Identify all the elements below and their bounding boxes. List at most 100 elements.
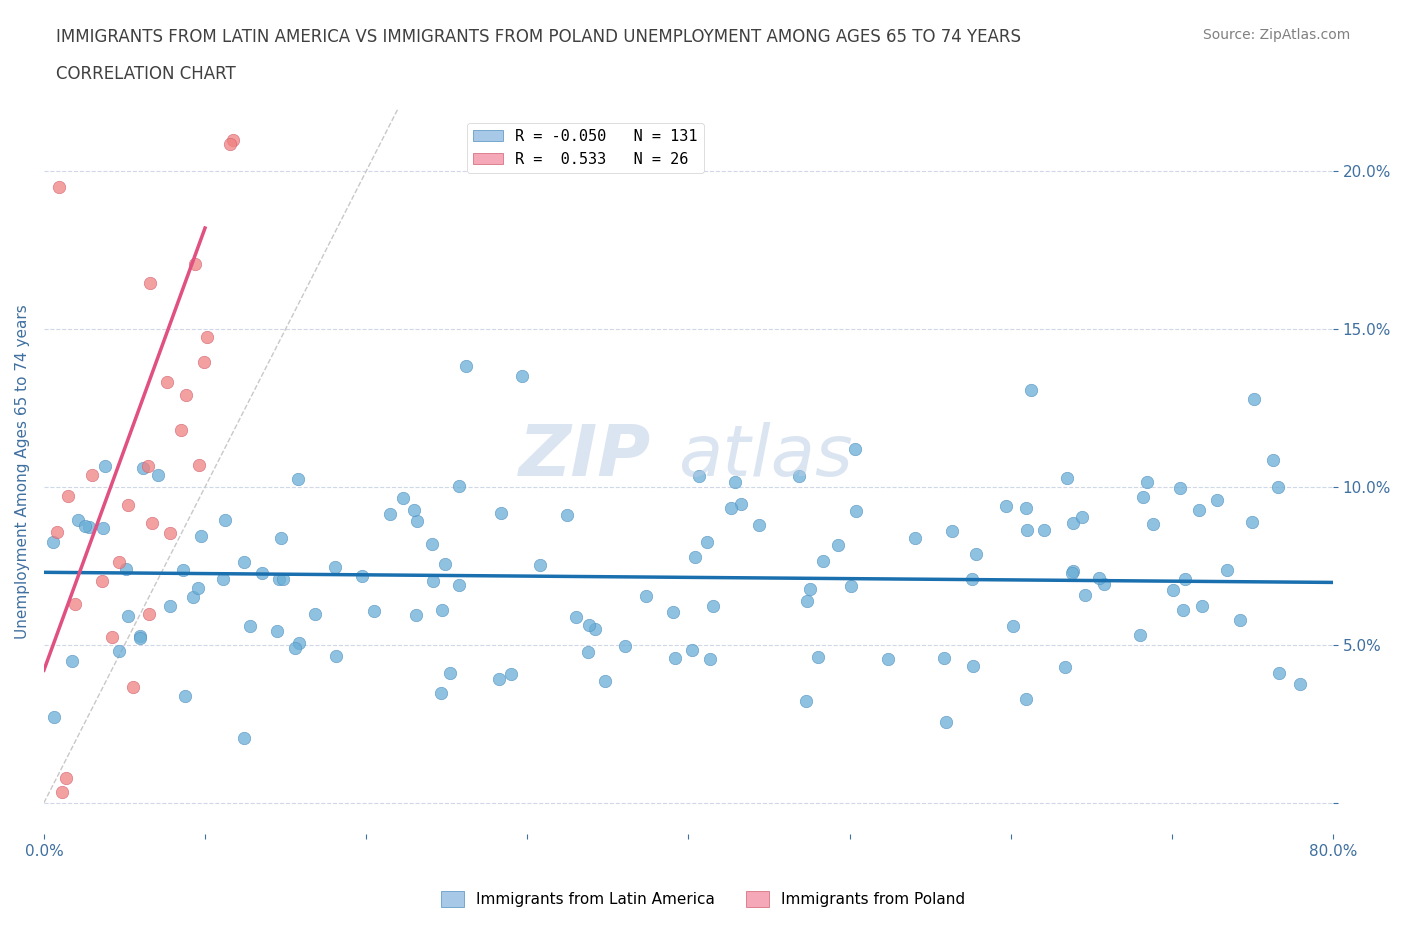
Point — [876, 651, 898, 666]
Point — [1289, 677, 1312, 692]
Point — [488, 671, 510, 686]
Point — [139, 275, 162, 290]
Point — [1062, 564, 1084, 578]
Point — [266, 624, 288, 639]
Text: Source: ZipAtlas.com: Source: ZipAtlas.com — [1202, 28, 1350, 42]
Point — [1074, 588, 1097, 603]
Point — [172, 563, 194, 578]
Point — [1054, 659, 1077, 674]
Point — [555, 508, 578, 523]
Point — [456, 359, 478, 374]
Point — [730, 497, 752, 512]
Point — [117, 498, 139, 512]
Point — [193, 355, 215, 370]
Point — [270, 530, 292, 545]
Point — [132, 460, 155, 475]
Point — [932, 651, 955, 666]
Point — [325, 648, 347, 663]
Point — [1001, 619, 1024, 634]
Point — [1261, 453, 1284, 468]
Point — [799, 581, 821, 596]
Point — [287, 472, 309, 486]
Point — [232, 554, 254, 569]
Point — [813, 553, 835, 568]
Point — [683, 550, 706, 565]
Point — [1014, 501, 1036, 516]
Point — [91, 574, 114, 589]
Point — [962, 658, 984, 673]
Point — [1071, 510, 1094, 525]
Point — [380, 507, 402, 522]
Point — [787, 469, 810, 484]
Point — [271, 571, 294, 586]
Point — [44, 710, 66, 724]
Point — [122, 680, 145, 695]
Point — [583, 622, 606, 637]
Point — [748, 518, 770, 533]
Point — [51, 785, 73, 800]
Point — [117, 608, 139, 623]
Point — [41, 535, 63, 550]
Point — [796, 593, 818, 608]
Point — [66, 512, 89, 527]
Point — [170, 422, 193, 437]
Point — [363, 604, 385, 618]
Point — [80, 468, 103, 483]
Point — [1188, 502, 1211, 517]
Point — [794, 694, 817, 709]
Point — [1174, 572, 1197, 587]
Point — [129, 629, 152, 644]
Text: CORRELATION CHART: CORRELATION CHART — [56, 65, 236, 83]
Point — [93, 459, 115, 474]
Point — [1019, 383, 1042, 398]
Point — [195, 329, 218, 344]
Point — [222, 132, 245, 147]
Point — [845, 504, 868, 519]
Point — [844, 442, 866, 457]
Point — [962, 571, 984, 586]
Point — [159, 525, 181, 540]
Point — [75, 519, 97, 534]
Point — [1216, 563, 1239, 578]
Point — [430, 685, 453, 700]
Point — [1163, 582, 1185, 597]
Point — [323, 560, 346, 575]
Point — [720, 500, 742, 515]
Point — [1092, 577, 1115, 591]
Point — [593, 673, 616, 688]
Point — [724, 474, 747, 489]
Point — [391, 491, 413, 506]
Point — [941, 524, 963, 538]
Point — [489, 506, 512, 521]
Point — [439, 665, 461, 680]
Point — [1056, 471, 1078, 485]
Point — [239, 619, 262, 634]
Text: ZIP: ZIP — [519, 422, 651, 491]
Point — [1136, 474, 1159, 489]
Point — [56, 488, 79, 503]
Text: atlas: atlas — [679, 422, 853, 491]
Point — [136, 458, 159, 473]
Point — [190, 528, 212, 543]
Point — [904, 530, 927, 545]
Point — [1168, 481, 1191, 496]
Point — [402, 502, 425, 517]
Point — [1240, 514, 1263, 529]
Point — [449, 478, 471, 493]
Point — [614, 638, 637, 653]
Point — [219, 137, 242, 152]
Point — [352, 569, 374, 584]
Point — [267, 571, 290, 586]
Point — [232, 731, 254, 746]
Point — [406, 513, 429, 528]
Point — [1171, 602, 1194, 617]
Point — [211, 571, 233, 586]
Point — [1088, 571, 1111, 586]
Point — [529, 558, 551, 573]
Point — [181, 590, 204, 604]
Point — [688, 469, 710, 484]
Point — [48, 179, 70, 194]
Point — [405, 607, 427, 622]
Point — [284, 641, 307, 656]
Point — [146, 467, 169, 482]
